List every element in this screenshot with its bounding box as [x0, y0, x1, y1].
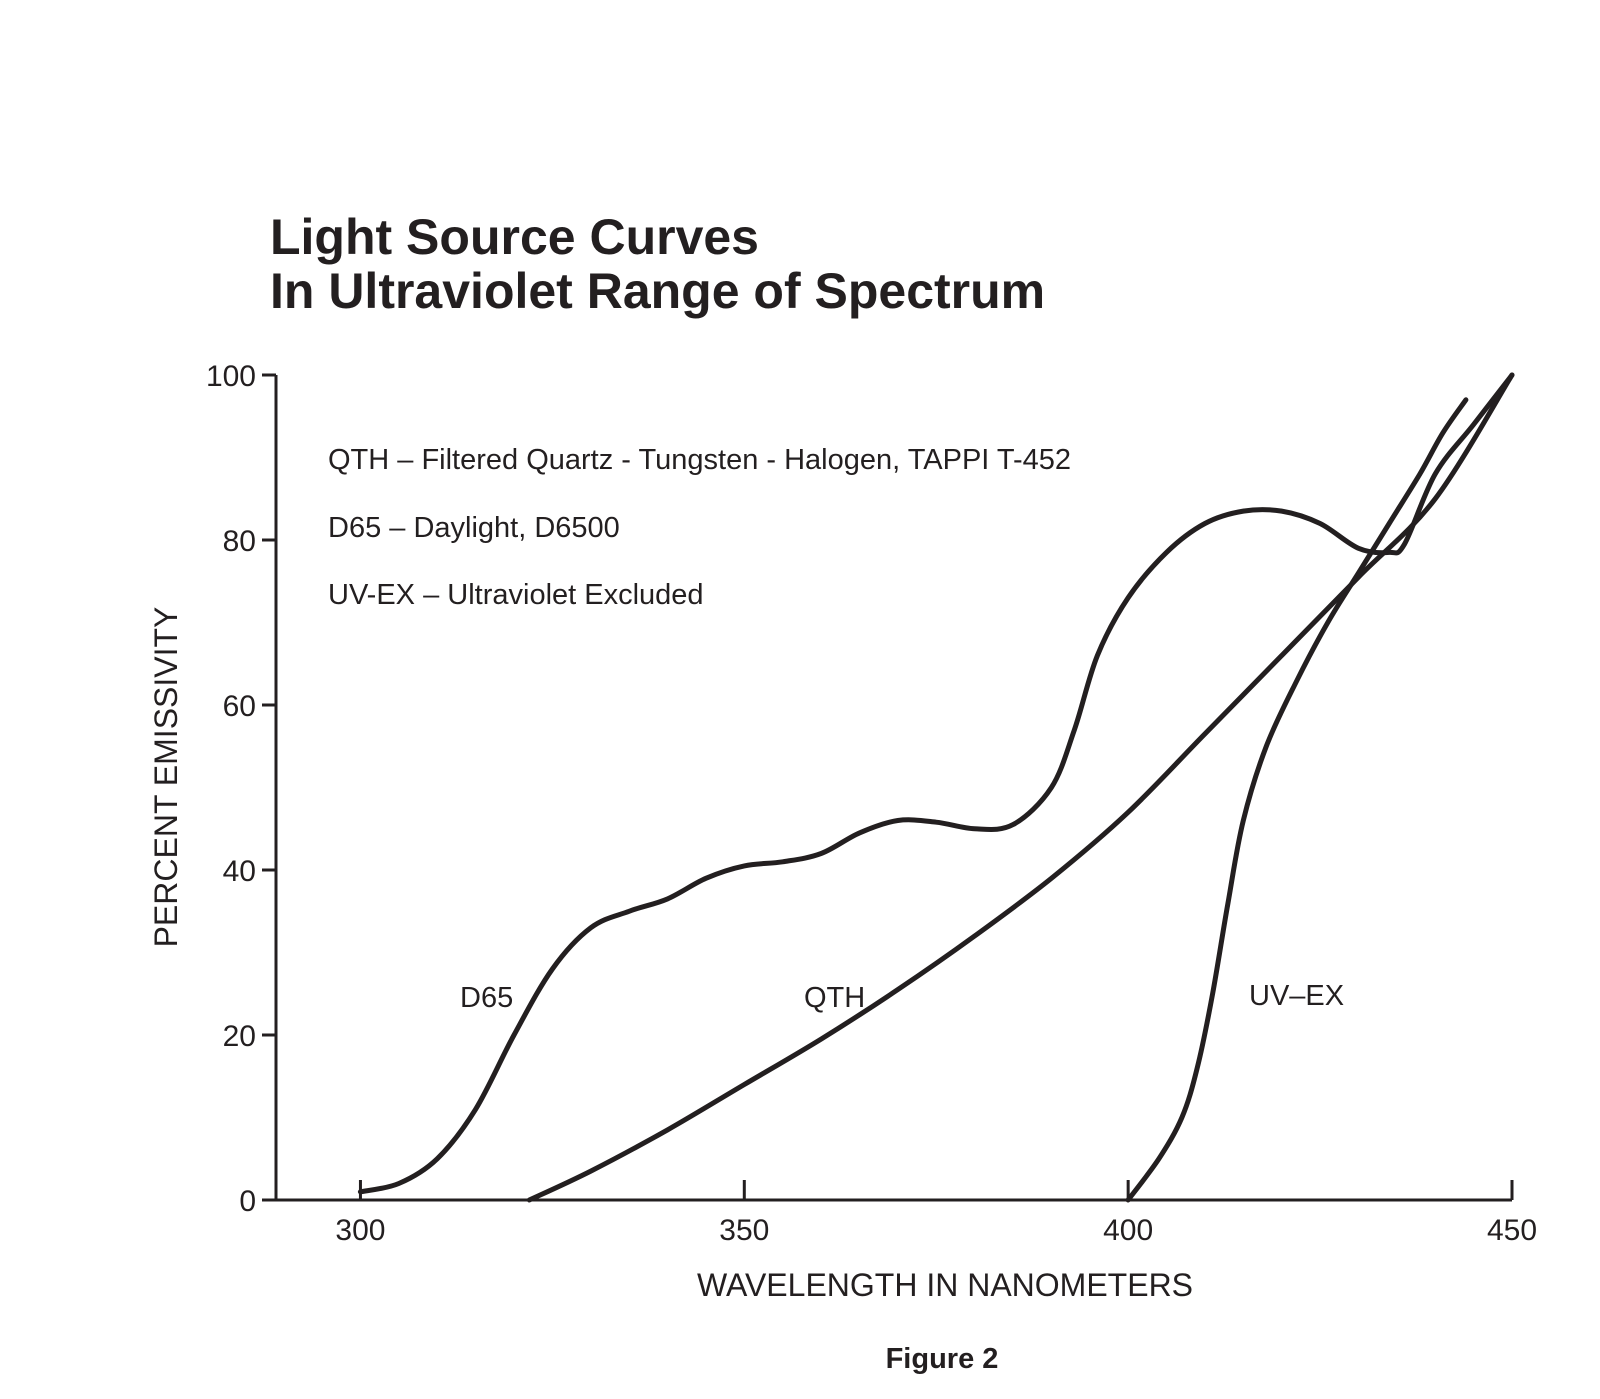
legend-entry-qth: QTH – Filtered Quartz - Tungsten - Halog…: [328, 444, 1071, 476]
chart-subtitle: In Ultraviolet Range of Spectrum: [270, 263, 1045, 319]
y-tick-label-60: 60: [223, 690, 256, 723]
y-tick-label-100: 100: [206, 360, 256, 393]
x-axis-label: WAVELENGTH IN NANOMETERS: [697, 1267, 1193, 1303]
series-label-d65: D65: [460, 982, 513, 1014]
series-label-uvex: UV–EX: [1249, 980, 1344, 1012]
series-line-d65: [357, 372, 1515, 1195]
x-tick-label-350: 350: [719, 1214, 769, 1247]
series-line-qth: [526, 372, 1515, 1203]
x-ticks: 300 350 400 450: [335, 1180, 1537, 1247]
x-tick-label-300: 300: [335, 1214, 385, 1247]
y-tick-label-20: 20: [223, 1020, 256, 1053]
y-tick-label-0: 0: [239, 1185, 256, 1218]
legend: QTH – Filtered Quartz - Tungsten - Halog…: [328, 444, 1071, 611]
chart-title: Light Source Curves: [270, 209, 759, 265]
legend-entry-uvex: UV-EX – Ultraviolet Excluded: [328, 579, 704, 611]
series-line-uvex: [1125, 397, 1469, 1203]
axes: 0 20 40 60 80 100 300 350 400 450: [206, 360, 1537, 1247]
y-axis-label: PERCENT EMISSIVITY: [148, 607, 184, 948]
x-tick-label-450: 450: [1487, 1214, 1537, 1247]
legend-entry-d65: D65 – Daylight, D6500: [328, 512, 620, 544]
figure-caption: Figure 2: [886, 1343, 999, 1375]
y-tick-label-40: 40: [223, 855, 256, 888]
x-tick-label-400: 400: [1103, 1214, 1153, 1247]
y-ticks: 0 20 40 60 80 100: [206, 360, 276, 1218]
series-label-qth: QTH: [804, 982, 865, 1014]
series-group: [357, 372, 1515, 1203]
y-tick-label-80: 80: [223, 525, 256, 558]
